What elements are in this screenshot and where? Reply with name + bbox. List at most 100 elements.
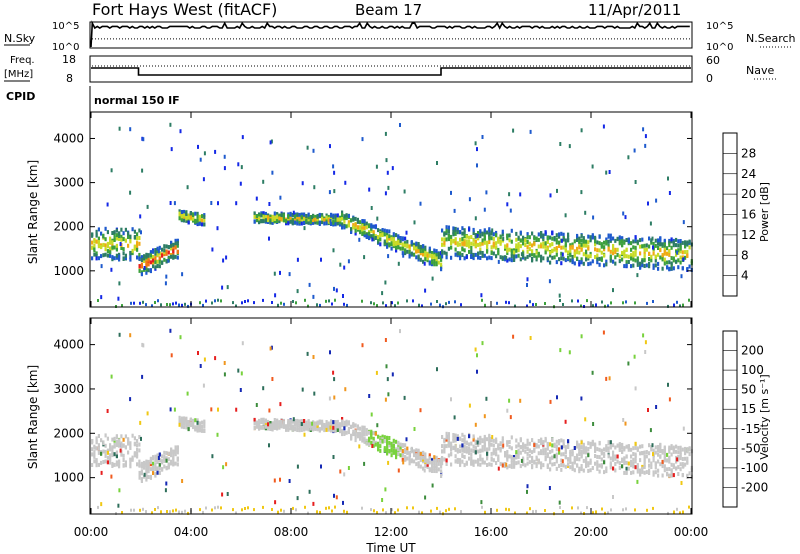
velocity-cell [95,460,98,465]
power-cell [413,220,416,225]
velocity-cell [481,505,483,509]
power-cell [612,259,615,264]
power-cell [672,240,675,245]
power-cell [609,249,612,254]
velocity-cell [174,445,177,450]
velocity-cell [154,454,157,459]
power-cell [361,229,364,234]
velocity-cell [377,446,380,451]
power-cell [582,243,585,248]
velocity-cell [255,424,258,429]
power-cell [470,246,473,250]
velocity-cell [97,450,100,455]
velocity-cell [296,419,299,424]
power-cell [145,303,147,307]
velocity-cell [279,402,282,407]
velocity-cell [214,356,217,361]
power-cell [312,220,315,225]
velocity-cell [587,461,590,466]
power-cell [577,299,579,303]
velocity-cell [598,455,601,460]
velocity-cell [460,510,462,514]
power-cell [156,249,159,254]
power-cell [368,235,371,240]
power-cell [651,236,654,241]
velocity-cell [154,462,157,467]
velocity-cell [264,424,267,429]
power-cell [341,213,344,217]
velocity-cell [419,458,422,463]
velocity-cell [384,487,387,492]
velocity-cell [646,508,648,512]
velocity-cell [476,353,478,358]
velocity-cell [612,457,615,462]
power-cell [124,238,127,243]
y-tick-label: 1000 [53,264,84,278]
power-cell [365,225,368,230]
velocity-cell [505,507,507,511]
power-cell [657,246,660,250]
velocity-cell [499,448,502,453]
velocity-cell [592,422,595,426]
velocity-cell [517,460,520,465]
power-cell [675,237,678,242]
power-cell [262,215,265,220]
velocity-cell [459,436,462,441]
power-cell [386,170,389,175]
velocity-cell [654,465,657,470]
velocity-cell [253,417,256,422]
velocity-cell [109,456,112,461]
power-cell [183,209,186,214]
velocity-cell [435,459,438,464]
velocity-cell [117,503,120,508]
velocity-cell [244,507,246,510]
velocity-cell [649,428,652,433]
velocity-cell [506,442,509,447]
velocity-cell [431,483,434,488]
power-cell [152,264,155,269]
velocity-cell [567,457,570,462]
power-cell [677,239,680,244]
velocity-cell [508,454,511,459]
velocity-cell [510,446,513,451]
power-cell [510,254,513,259]
velocity-cell [124,445,127,450]
power-cell [477,231,480,235]
velocity-cell [584,417,587,422]
velocity-cell [580,454,583,459]
power-cell [198,219,201,224]
velocity-cell [605,466,608,471]
velocity-cell [343,472,346,477]
velocity-cell [279,477,281,482]
velocity-cell [605,376,608,381]
velocity-cell [634,452,637,457]
power-cell [419,245,422,250]
velocity-cell [504,451,507,456]
power-cell [657,238,660,243]
velocity-cell [170,453,173,458]
velocity-cell [319,510,321,514]
power-cell [519,238,522,243]
power-cell [659,248,662,253]
power-cell [540,254,543,259]
power-cell [592,304,594,308]
power-cell [390,242,393,247]
power-cell [549,235,552,240]
velocity-cell [199,508,201,512]
x-tick-label: 20:00 [574,525,609,539]
power-cell [129,239,132,244]
velocity-cell [533,443,536,448]
power-cell [495,241,498,246]
power-cell [381,232,384,237]
power-cell [100,245,103,250]
power-cell [501,229,504,234]
velocity-cell [189,421,192,426]
power-cell [591,164,594,169]
power-cell [180,214,183,219]
power-cell [483,207,486,212]
power-cell [483,240,486,245]
velocity-cell [437,458,440,463]
power-cell [618,254,621,259]
velocity-cell [643,459,646,464]
power-cell [106,202,109,207]
